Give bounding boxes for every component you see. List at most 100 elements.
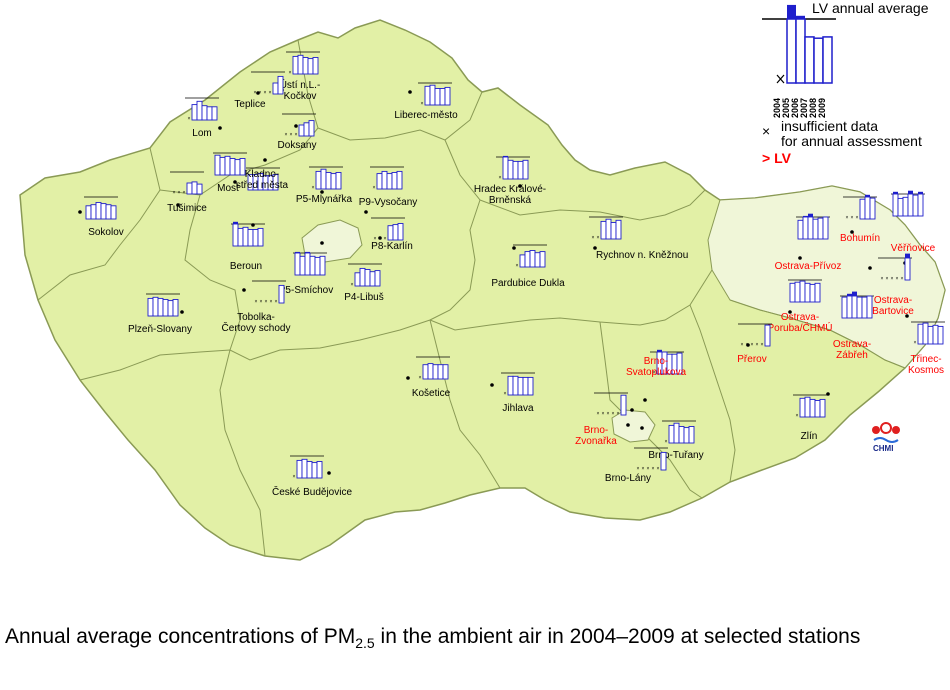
bar — [302, 57, 309, 75]
insufficient-cross-icon: × — [756, 342, 759, 348]
legend-years: 2004 2005 2006 2007 2008 2009 — [772, 98, 827, 118]
insufficient-cross-icon: × — [617, 411, 620, 417]
station-20: × × ×Bohumín — [840, 194, 880, 244]
bar-exceed — [852, 291, 857, 296]
insufficient-cross-icon: × — [183, 190, 186, 196]
bar — [232, 223, 239, 247]
bar — [298, 124, 305, 137]
station-dot — [905, 314, 909, 318]
legend-bar — [822, 36, 833, 84]
bar — [817, 217, 824, 240]
bar — [422, 364, 429, 380]
bar — [381, 170, 388, 190]
legend-exceed-label: > LV — [762, 150, 792, 166]
station-label: Doksany — [278, 140, 317, 151]
station-dot — [643, 398, 647, 402]
bar — [242, 226, 249, 247]
bar — [922, 322, 929, 345]
station-dot — [176, 203, 180, 207]
station-dot — [364, 210, 368, 214]
bar — [396, 170, 403, 190]
insufficient-cross-icon: × — [255, 299, 258, 305]
bar — [392, 224, 399, 241]
station-17: × Pardubice Dukla — [491, 244, 565, 289]
insufficient-cross-icon: × — [504, 391, 507, 397]
bar — [277, 75, 284, 95]
caption-text-after: in the ambient air in 2004–2009 at selec… — [374, 625, 861, 648]
bar-exceed — [803, 215, 808, 217]
bar — [512, 160, 519, 180]
bar — [620, 394, 627, 416]
station-dot — [263, 158, 267, 162]
bar — [517, 376, 524, 396]
insufficient-cross-icon: × — [295, 132, 298, 138]
bar — [201, 105, 208, 121]
bar — [600, 220, 607, 240]
bar — [529, 250, 536, 268]
insufficient-cross-icon: × — [851, 215, 854, 221]
bar — [869, 197, 876, 220]
station-label: Košetice — [412, 388, 451, 399]
station-label: Třinec-Kosmos — [908, 354, 944, 376]
bar — [147, 297, 154, 317]
bar — [278, 284, 285, 304]
bar — [892, 193, 899, 217]
station-label: Brno-Tuřany — [648, 450, 703, 461]
bar — [615, 219, 622, 240]
bar — [797, 219, 804, 240]
station-label: Ostrava-Bartovice — [872, 295, 914, 317]
insufficient-cross-icon: × — [419, 375, 422, 381]
legend-bar-exceed — [796, 15, 805, 19]
bar — [152, 296, 159, 317]
insufficient-cross-icon: × — [384, 236, 387, 242]
legend-year: 2008 — [808, 98, 818, 118]
bar — [660, 451, 667, 471]
station-dot — [850, 230, 854, 234]
insufficient-cross-icon: × — [293, 474, 296, 480]
bar — [432, 364, 439, 380]
station-dot — [378, 236, 382, 240]
bar — [272, 82, 279, 95]
bar-exceed — [305, 251, 310, 253]
station-dot — [630, 408, 634, 412]
station-dot — [512, 246, 516, 250]
station-label: Teplice — [234, 99, 266, 110]
station-dot — [320, 241, 324, 245]
insufficient-cross-icon: × — [796, 413, 799, 419]
bar — [437, 364, 444, 380]
station-label: Hradec Králové-Brněnská — [474, 184, 546, 206]
bar — [789, 282, 796, 303]
bar — [307, 58, 314, 75]
station-9: × Hradec Králové-Brněnská — [474, 155, 546, 206]
bar — [866, 295, 873, 319]
station-label: Most — [217, 183, 239, 194]
station-label: Lom — [192, 128, 211, 139]
bar — [522, 159, 529, 180]
insufficient-cross-icon: × — [607, 411, 610, 417]
station-31: × × × × ×Brno-Zvonařka — [575, 392, 630, 447]
station-29: × Jihlava — [490, 372, 535, 414]
insufficient-cross-icon: × — [269, 90, 272, 96]
station-label: P5-Smíchov — [279, 285, 333, 296]
caption-text-before: Annual average concentrations of PM — [5, 625, 356, 648]
caption-subscript: 2.5 — [355, 635, 375, 652]
bar — [610, 222, 617, 240]
station-8: × P9-Vysočany — [359, 166, 417, 214]
bar — [904, 257, 911, 281]
bar — [519, 254, 526, 268]
station-23: × × × × ×Ostrava-Bartovice — [868, 253, 914, 317]
legend-year: 2004 — [772, 98, 782, 118]
bar — [676, 352, 683, 375]
bar — [376, 173, 383, 190]
bar — [814, 400, 821, 418]
bar — [303, 122, 310, 137]
station-5: Most — [213, 152, 247, 194]
legend: LV annual average 2004 2005 2006 2007 2008 20… — [762, 0, 929, 166]
bar — [297, 54, 304, 75]
bar — [359, 267, 366, 287]
station-label: P5-Mlynářka — [296, 194, 353, 205]
station-label: Pardubice Dukla — [491, 278, 565, 289]
insufficient-cross-icon: × — [265, 299, 268, 305]
legend-lv-label: LV annual average — [812, 0, 929, 16]
insufficient-cross-icon: × — [653, 370, 656, 376]
